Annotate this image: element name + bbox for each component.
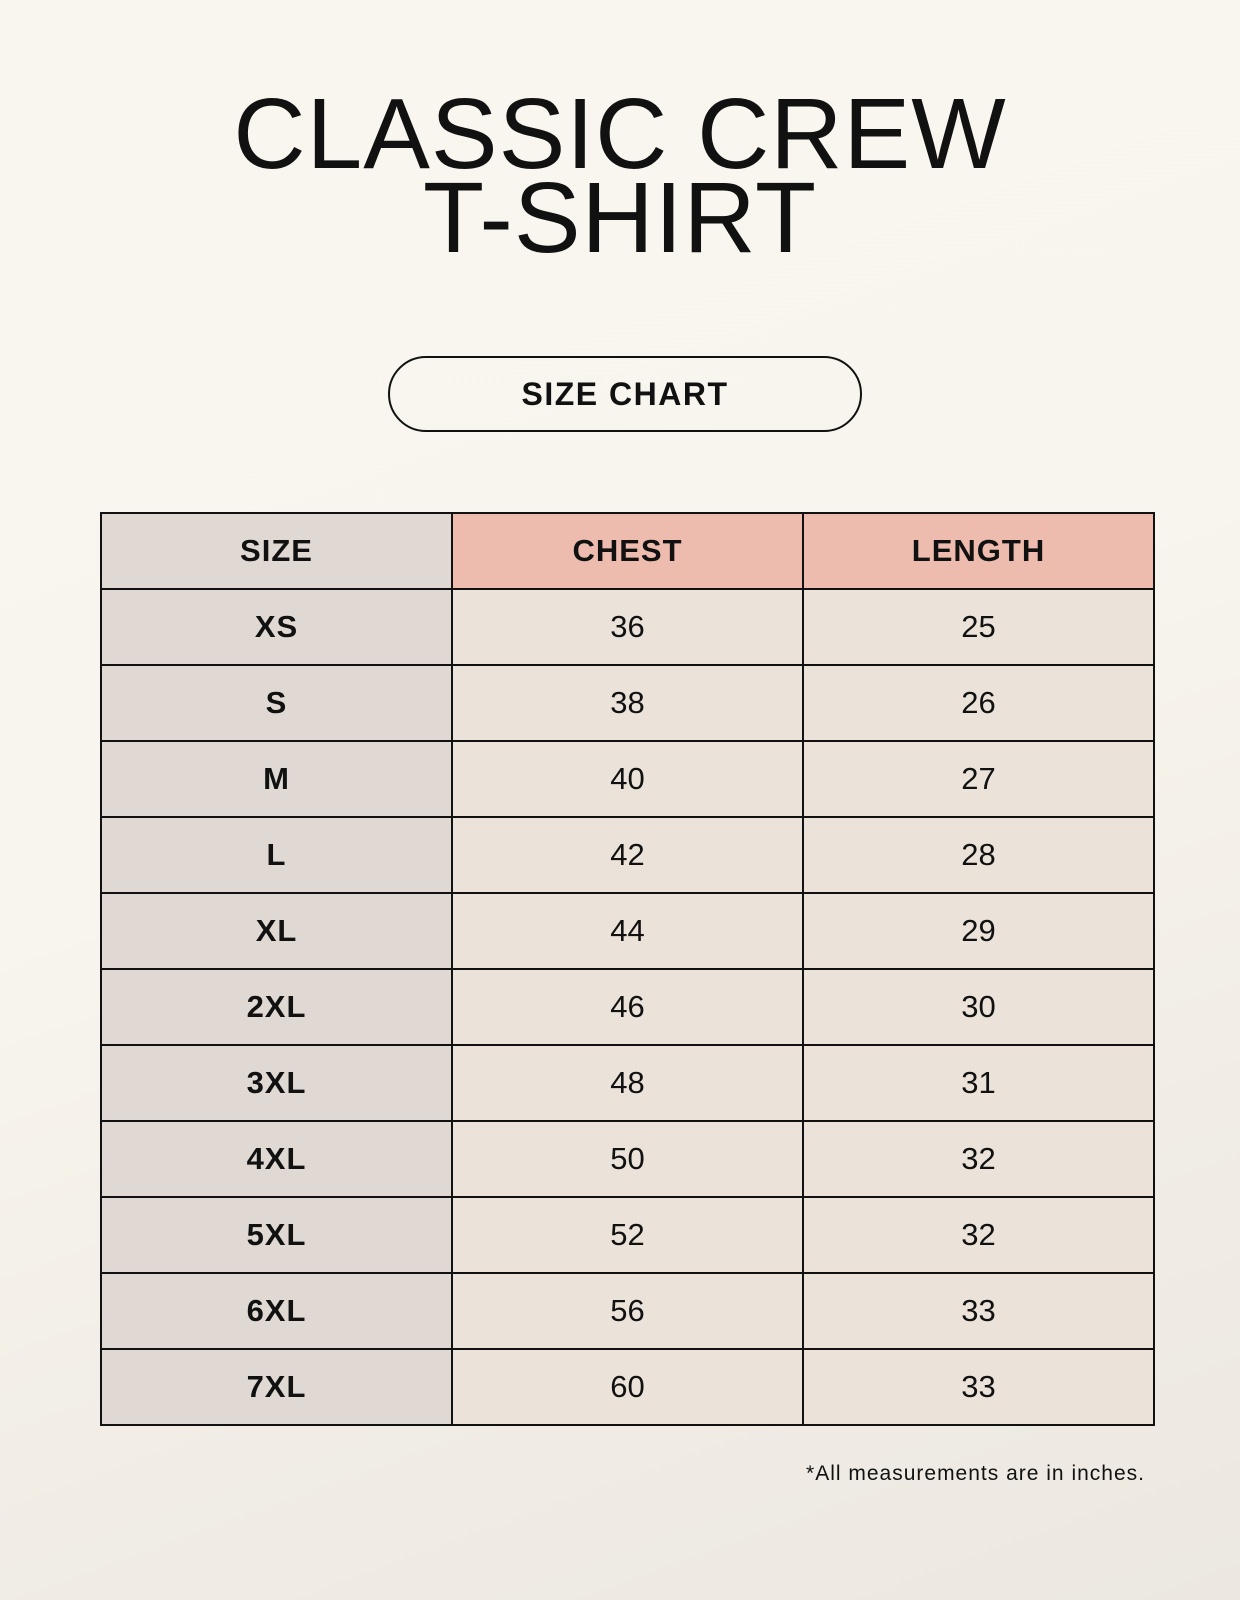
header-length: LENGTH xyxy=(802,512,1155,590)
table-row: 6XL 56 33 xyxy=(100,1272,1155,1350)
table-row: XS 36 25 xyxy=(100,588,1155,666)
cell-length: 26 xyxy=(802,664,1155,742)
title-line-1: CLASSIC CREW xyxy=(233,78,1007,190)
cell-length: 30 xyxy=(802,968,1155,1046)
cell-size: S xyxy=(100,664,453,742)
table-row: L 42 28 xyxy=(100,816,1155,894)
cell-size: XL xyxy=(100,892,453,970)
cell-length: 33 xyxy=(802,1348,1155,1426)
page-title: CLASSIC CREW T-SHIRT xyxy=(0,78,1240,274)
header-chest: CHEST xyxy=(451,512,804,590)
cell-chest: 52 xyxy=(451,1196,804,1274)
cell-size: L xyxy=(100,816,453,894)
table-row: 4XL 50 32 xyxy=(100,1120,1155,1198)
cell-chest: 40 xyxy=(451,740,804,818)
cell-chest: 50 xyxy=(451,1120,804,1198)
cell-length: 32 xyxy=(802,1196,1155,1274)
table-header-row: SIZE CHEST LENGTH xyxy=(100,512,1155,590)
table-row: 7XL 60 33 xyxy=(100,1348,1155,1426)
cell-chest: 60 xyxy=(451,1348,804,1426)
cell-length: 25 xyxy=(802,588,1155,666)
cell-length: 28 xyxy=(802,816,1155,894)
cell-chest: 36 xyxy=(451,588,804,666)
table-row: 2XL 46 30 xyxy=(100,968,1155,1046)
cell-chest: 44 xyxy=(451,892,804,970)
cell-length: 32 xyxy=(802,1120,1155,1198)
cell-size: 5XL xyxy=(100,1196,453,1274)
cell-chest: 46 xyxy=(451,968,804,1046)
cell-chest: 42 xyxy=(451,816,804,894)
cell-size: 3XL xyxy=(100,1044,453,1122)
cell-chest: 56 xyxy=(451,1272,804,1350)
size-table: SIZE CHEST LENGTH XS 36 25 S 38 26 M 40 27 L 42 28 X… xyxy=(100,512,1155,1426)
title-line-2: T-SHIRT xyxy=(422,162,818,274)
footnote: *All measurements are in inches. xyxy=(806,1462,1145,1485)
table-row: XL 44 29 xyxy=(100,892,1155,970)
size-chart-badge: SIZE CHART xyxy=(388,356,862,432)
cell-length: 33 xyxy=(802,1272,1155,1350)
cell-size: 6XL xyxy=(100,1272,453,1350)
cell-length: 31 xyxy=(802,1044,1155,1122)
cell-chest: 38 xyxy=(451,664,804,742)
cell-size: 7XL xyxy=(100,1348,453,1426)
table-row: M 40 27 xyxy=(100,740,1155,818)
cell-chest: 48 xyxy=(451,1044,804,1122)
cell-length: 27 xyxy=(802,740,1155,818)
table-row: 5XL 52 32 xyxy=(100,1196,1155,1274)
table-row: S 38 26 xyxy=(100,664,1155,742)
table-row: 3XL 48 31 xyxy=(100,1044,1155,1122)
cell-size: M xyxy=(100,740,453,818)
cell-size: 4XL xyxy=(100,1120,453,1198)
cell-length: 29 xyxy=(802,892,1155,970)
header-size: SIZE xyxy=(100,512,453,590)
cell-size: 2XL xyxy=(100,968,453,1046)
cell-size: XS xyxy=(100,588,453,666)
